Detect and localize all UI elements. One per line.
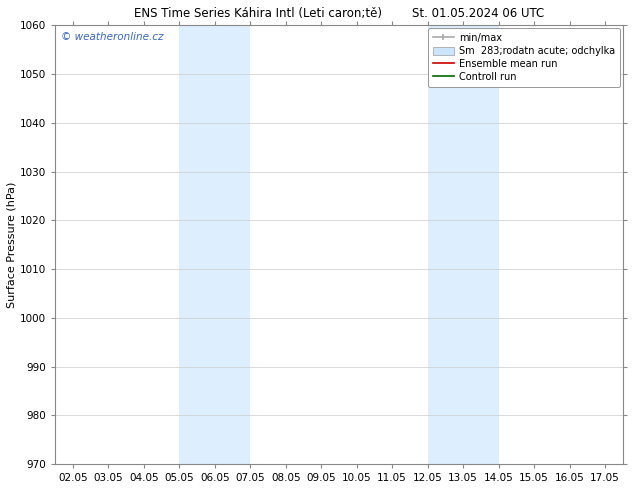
- Bar: [179, 25, 250, 464]
- Legend: min/max, Sm  283;rodatn acute; odchylka, Ensemble mean run, Controll run: min/max, Sm 283;rodatn acute; odchylka, …: [428, 28, 620, 87]
- Y-axis label: Surface Pressure (hPa): Surface Pressure (hPa): [7, 181, 17, 308]
- Text: © weatheronline.cz: © weatheronline.cz: [61, 32, 163, 42]
- Bar: [428, 25, 499, 464]
- Title: ENS Time Series Káhira Intl (Leti caron;tě)        St. 01.05.2024 06 UTC: ENS Time Series Káhira Intl (Leti caron;…: [134, 7, 544, 20]
